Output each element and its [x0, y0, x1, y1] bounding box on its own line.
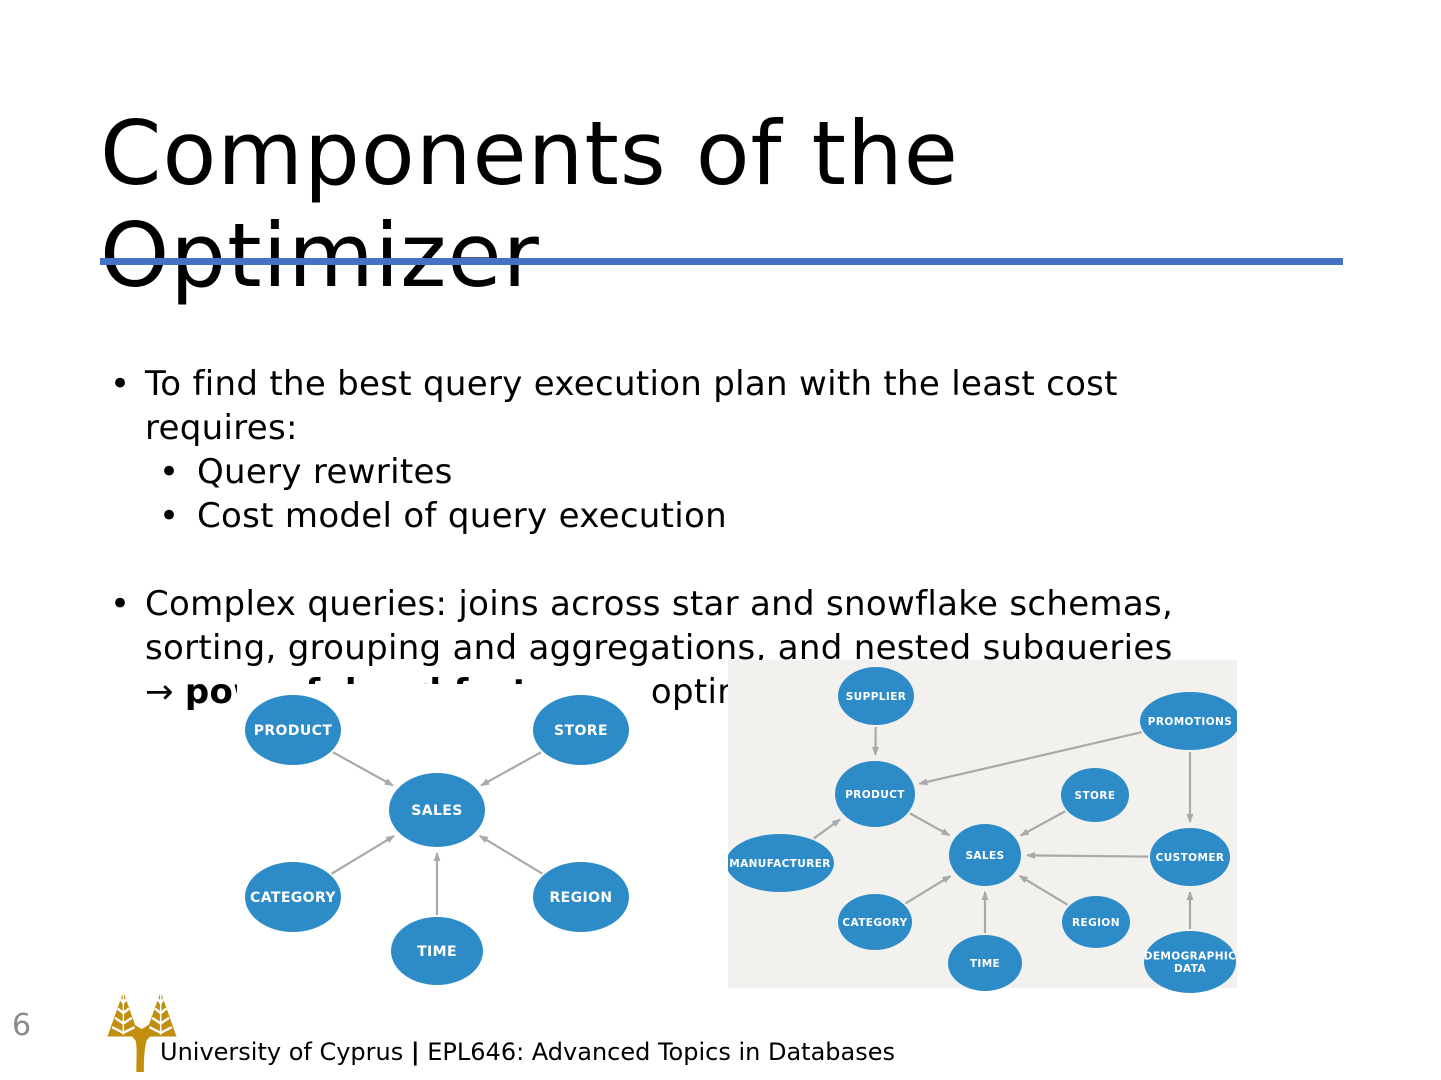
svg-text:PRODUCT: PRODUCT — [845, 789, 905, 801]
svg-text:TIME: TIME — [417, 944, 457, 960]
footer-institution: University of Cyprus — [160, 1038, 411, 1066]
bullet-marker: • — [110, 584, 131, 624]
svg-text:SALES: SALES — [411, 803, 463, 819]
bullet-text-1: To find the best query execution plan wi… — [145, 364, 1118, 448]
bullet-marker: • — [159, 452, 180, 492]
sub-bullet-text-2: Cost model of query execution — [197, 496, 727, 536]
svg-text:STORE: STORE — [1075, 790, 1116, 802]
bullet-text-2: Complex queries: joins across star and s… — [145, 584, 1174, 668]
footer-separator: | — [410, 1038, 420, 1066]
bullet-marker: • — [110, 364, 131, 404]
svg-text:REGION: REGION — [1072, 917, 1120, 929]
svg-text:PROMOTIONS: PROMOTIONS — [1148, 716, 1232, 728]
svg-text:SUPPLIER: SUPPLIER — [846, 691, 907, 703]
sub-bullet-item-1: • Query rewrites — [155, 450, 1360, 494]
svg-text:PRODUCT: PRODUCT — [254, 723, 333, 739]
star-schema-diagram: PRODUCT STORE SALES CATEGORY TIME REGION — [245, 695, 629, 985]
svg-text:STORE: STORE — [554, 723, 608, 739]
svg-text:CATEGORY: CATEGORY — [842, 917, 907, 929]
sub-bullet-item-2: • Cost model of query execution — [155, 494, 1360, 538]
star-schema-image: PRODUCT STORE SALES CATEGORY TIME REGION — [237, 684, 643, 1012]
page-title: Components of the Optimizer — [100, 101, 959, 307]
svg-text:MANUFACTURER: MANUFACTURER — [729, 858, 831, 870]
svg-text:TIME: TIME — [970, 958, 1000, 970]
sub-bullet-text-1: Query rewrites — [197, 452, 453, 492]
bullet-item-2: • Complex queries: joins across star and… — [100, 582, 1360, 670]
bullet-item-1: • To find the best query execution plan … — [100, 362, 1360, 450]
title-underline — [100, 258, 1343, 265]
snowflake-schema-diagram: SUPPLIER PROMOTIONS PRODUCT STORE MANUFACTUR… — [728, 660, 1237, 993]
svg-text:SALES: SALES — [965, 850, 1004, 862]
snowflake-schema-image: SUPPLIER PROMOTIONS PRODUCT STORE MANUFACTUR… — [728, 660, 1237, 994]
bullet-marker: • — [159, 496, 180, 536]
university-of-cyprus-logo-icon — [107, 991, 177, 1072]
arrow-prefix: → — [145, 672, 185, 712]
footer-course: EPL646: Advanced Topics in Databases — [419, 1038, 895, 1066]
university-logo — [104, 988, 180, 1076]
footer-text: University of Cyprus | EPL646: Advanced … — [160, 1038, 895, 1066]
svg-text:CATEGORY: CATEGORY — [250, 890, 336, 906]
svg-text:CUSTOMER: CUSTOMER — [1156, 852, 1225, 864]
page-number: 6 — [12, 1008, 32, 1043]
svg-text:REGION: REGION — [549, 890, 612, 906]
